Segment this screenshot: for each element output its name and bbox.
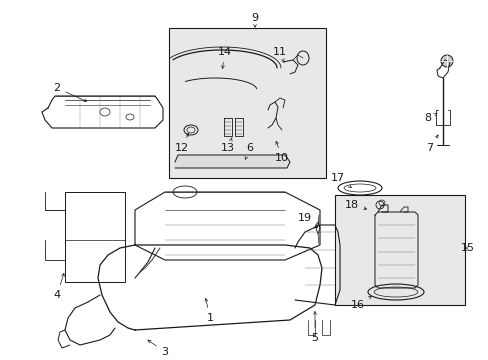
Text: 7: 7: [426, 135, 437, 153]
Polygon shape: [175, 155, 289, 168]
Text: 19: 19: [297, 213, 317, 228]
Text: 18: 18: [344, 200, 366, 210]
Text: 15: 15: [460, 243, 474, 253]
Text: 16: 16: [350, 296, 370, 310]
Bar: [169, 28, 325, 178]
Bar: [334, 195, 464, 305]
Text: 9: 9: [251, 13, 258, 27]
Text: 8: 8: [424, 113, 436, 123]
Text: 3: 3: [147, 340, 168, 357]
Text: 4: 4: [53, 273, 64, 300]
Text: 6: 6: [244, 143, 253, 159]
Ellipse shape: [440, 55, 452, 67]
Text: 12: 12: [175, 133, 189, 153]
Text: 14: 14: [218, 47, 232, 68]
Bar: [65, 192, 125, 282]
Text: 17: 17: [330, 173, 351, 188]
Text: 2: 2: [53, 83, 86, 102]
Text: 10: 10: [274, 141, 288, 163]
Text: 1: 1: [204, 298, 213, 323]
Text: 5: 5: [311, 311, 318, 343]
Text: 11: 11: [272, 47, 286, 62]
Text: 13: 13: [221, 138, 235, 153]
